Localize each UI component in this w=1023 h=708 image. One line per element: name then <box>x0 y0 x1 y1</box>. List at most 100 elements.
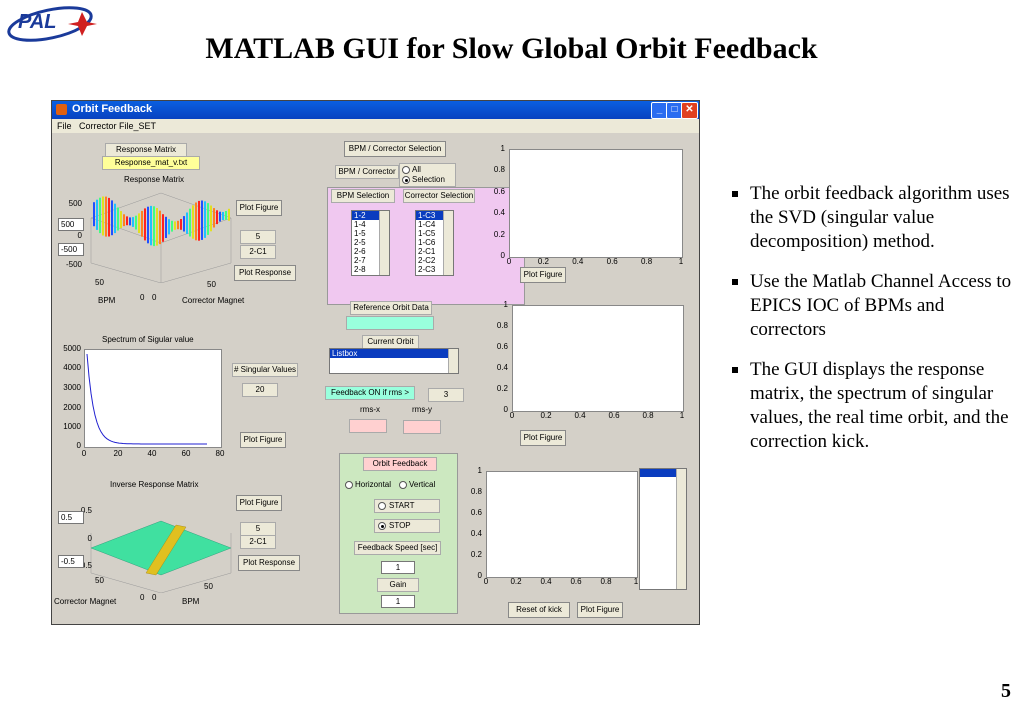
x-tick: 40 <box>147 449 157 458</box>
x-tick: 0 <box>483 577 489 586</box>
current-orbit-listbox[interactable]: Listbox <box>329 348 459 374</box>
z-tick: 0 <box>87 534 92 543</box>
x-tick: 1 <box>679 411 685 420</box>
radio-stop-label: STOP <box>389 521 411 530</box>
scrollbar[interactable] <box>676 469 686 589</box>
z-tick: -500 <box>65 260 82 269</box>
zmin-input[interactable]: -0.5 <box>58 555 84 568</box>
y-tick: 4000 <box>63 363 81 372</box>
list-item[interactable]: Listbox <box>330 349 458 358</box>
list-item[interactable]: 2-C2 <box>418 256 436 265</box>
plot-figure-button[interactable]: Plot Figure <box>520 430 566 446</box>
x-tick: 0.6 <box>570 577 582 586</box>
bullet-text: Use the Matlab Channel Access to EPICS I… <box>750 271 1012 340</box>
menu-corrector-file-set[interactable]: Corrector File_SET <box>79 121 157 131</box>
close-icon[interactable]: ✕ <box>681 102 698 119</box>
kick-listbox[interactable] <box>639 468 687 590</box>
corrector-axis-label: Corrector Magnet <box>54 597 117 606</box>
plot-figure-button[interactable]: Plot Figure <box>520 267 566 283</box>
corrector-listbox[interactable]: 1-C3 1-C4 1-C5 1-C6 2-C1 2-C2 2-C3 <box>415 210 454 276</box>
plot-figure-button[interactable]: Plot Figure <box>240 432 286 448</box>
inverse-plot-title: Inverse Response Matrix <box>110 480 199 489</box>
z-tick: 0 <box>77 231 82 240</box>
reference-orbit-value <box>346 316 434 330</box>
scrollbar[interactable] <box>379 211 389 275</box>
y-tick: 0.8 <box>496 321 508 330</box>
slide-title: MATLAB GUI for Slow Global Orbit Feedbac… <box>205 32 818 65</box>
x-tick: 60 <box>181 449 191 458</box>
radio-start[interactable] <box>378 502 386 510</box>
gain-input[interactable]: 1 <box>381 595 415 608</box>
x-tick: 0 <box>509 411 515 420</box>
rms-threshold-input[interactable]: 3 <box>428 388 464 402</box>
list-item[interactable]: 1-5 <box>354 229 366 238</box>
list-item[interactable]: 1-4 <box>354 220 366 229</box>
axis-tick: 0 <box>140 293 145 302</box>
index-input[interactable]: 5 <box>240 522 276 536</box>
y-tick: 0.2 <box>493 229 505 239</box>
feedback-on-label: Feedback ON if rms > <box>325 386 415 400</box>
list-item[interactable]: 2-7 <box>354 256 366 265</box>
x-tick: 0 <box>506 257 512 266</box>
y-tick: 3000 <box>63 383 81 392</box>
rms-x-value <box>349 419 387 433</box>
list-item[interactable]: 1-C3 <box>416 211 453 220</box>
zmin-input[interactable]: -500 <box>58 243 84 256</box>
list-item[interactable]: 2-5 <box>354 238 366 247</box>
list-item[interactable] <box>640 469 686 477</box>
y-tick: 1 <box>500 144 505 153</box>
radio-selection[interactable] <box>402 176 410 184</box>
list-item[interactable]: 1-2 <box>352 211 389 220</box>
list-item[interactable]: 1-C4 <box>418 220 436 229</box>
bullet-item: The GUI displays the response matrix, th… <box>730 358 1015 454</box>
singular-values-input[interactable]: 20 <box>242 383 278 397</box>
reset-kick-button[interactable]: Reset of kick <box>508 602 570 618</box>
bullet-item: Use the Matlab Channel Access to EPICS I… <box>730 270 1015 342</box>
index-input[interactable]: 5 <box>240 230 276 244</box>
menu-file[interactable]: File <box>57 121 72 131</box>
bullet-list: The orbit feedback algorithm uses the SV… <box>730 182 1015 470</box>
list-item[interactable]: 1-C6 <box>418 238 436 247</box>
y-tick: 0.6 <box>493 186 505 196</box>
list-item[interactable]: 1-C5 <box>418 229 436 238</box>
plot-figure-button[interactable]: Plot Figure <box>236 495 282 511</box>
y-tick: 0.8 <box>470 487 482 496</box>
axis-tick: 0 <box>140 593 145 602</box>
x-tick: 0.8 <box>641 257 653 266</box>
y-tick: 0 <box>477 571 482 580</box>
scrollbar[interactable] <box>443 211 453 275</box>
bpm-listbox[interactable]: 1-2 1-4 1-5 2-5 2-6 2-7 2-8 <box>351 210 390 276</box>
spectrum-plot-title: Spectrum of Sigular value <box>102 335 194 344</box>
list-item[interactable]: 2-6 <box>354 247 366 256</box>
list-item[interactable]: 2-8 <box>354 265 366 274</box>
zmax-input[interactable]: 500 <box>58 218 84 231</box>
y-tick: 1 <box>477 466 482 475</box>
bpm-axis-label: BPM <box>98 296 116 305</box>
radio-stop[interactable] <box>378 522 386 530</box>
plot-figure-button[interactable]: Plot Figure <box>236 200 282 216</box>
radio-vertical[interactable] <box>399 481 407 489</box>
list-item[interactable]: 2-C1 <box>418 247 436 256</box>
bullet-text: The GUI displays the response matrix, th… <box>750 359 1009 452</box>
response-matrix-header: Response Matrix <box>105 143 187 157</box>
menu-bar: File Corrector File_SET <box>52 119 699 133</box>
radio-horizontal-label: Horizontal <box>355 480 392 489</box>
response-file-label: Response_mat_v.txt <box>102 156 200 170</box>
feedback-speed-input[interactable]: 1 <box>381 561 415 574</box>
corrector-value: 2-C1 <box>240 245 276 259</box>
radio-horizontal[interactable] <box>345 481 353 489</box>
plot-response-button[interactable]: Plot Response <box>234 265 296 281</box>
window-titlebar[interactable]: Orbit Feedback _ □ ✕ <box>52 101 699 119</box>
plot-response-button[interactable]: Plot Response <box>238 555 300 571</box>
scrollbar[interactable] <box>448 349 458 373</box>
x-tick: 0.2 <box>537 257 549 266</box>
selection-header: BPM / Corrector Selection <box>344 141 446 157</box>
zmax-input[interactable]: 0.5 <box>58 511 84 524</box>
radio-all[interactable] <box>402 166 410 174</box>
rms-x-label: rms-x <box>360 405 380 414</box>
y-tick: 0 <box>500 251 505 260</box>
list-item[interactable]: 2-C3 <box>418 265 436 274</box>
plot-figure-button[interactable]: Plot Figure <box>577 602 623 618</box>
response-plot-title: Response Matrix <box>124 175 185 184</box>
x-tick: 0.6 <box>608 411 620 420</box>
